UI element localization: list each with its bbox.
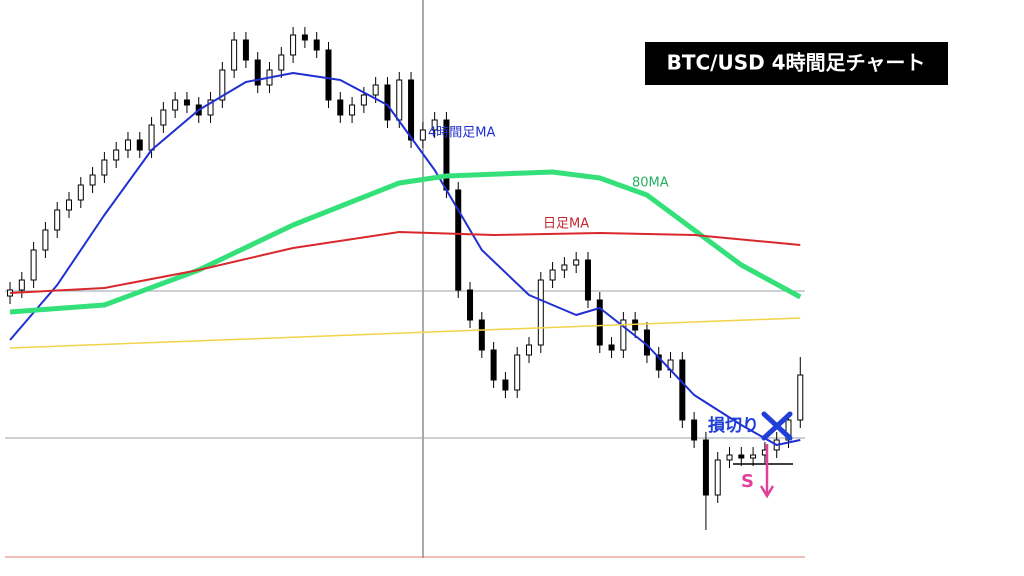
stop-label: 損切り [708, 415, 759, 436]
candle-body [726, 454, 733, 461]
stop-mark [761, 411, 793, 441]
short-arrow [759, 444, 775, 499]
candle-body [702, 439, 709, 496]
candle-body [584, 259, 591, 301]
candle-body [549, 269, 556, 281]
candle-body [54, 209, 61, 231]
line-label: 4時間足MA [428, 126, 495, 141]
candle-body [573, 259, 580, 266]
candle-body [183, 99, 190, 106]
candle-body [537, 279, 544, 346]
candle-body [372, 84, 379, 96]
candle-body [596, 299, 603, 346]
candle-body [337, 99, 344, 116]
candle-body [42, 229, 49, 251]
candle-body [750, 454, 757, 459]
candle-body [242, 39, 249, 61]
candle-body [714, 459, 721, 496]
candle-body [620, 319, 627, 351]
candle-body [207, 99, 214, 116]
candle-body [254, 59, 261, 86]
candle-body [419, 129, 426, 141]
candle-body [455, 189, 462, 291]
candle-body [467, 289, 474, 321]
line-label: 日足MA [543, 217, 589, 232]
candle-body [514, 354, 521, 391]
candle-body [691, 419, 698, 441]
candle-body [785, 419, 792, 441]
candle-body [66, 199, 72, 211]
candle-body [490, 349, 497, 381]
title-box [645, 42, 948, 85]
candle-body [113, 149, 120, 161]
candle-body [231, 39, 238, 71]
candle-body [526, 344, 532, 356]
candle-body [502, 379, 509, 391]
candle-body [136, 139, 143, 151]
candle-body [655, 354, 662, 371]
candle-body [172, 99, 179, 111]
ma-line [9, 72, 801, 446]
candle-body [148, 124, 155, 151]
candle-body [301, 34, 308, 41]
candle-body [478, 319, 485, 351]
candle-body [18, 279, 25, 291]
candle-body [384, 84, 391, 121]
candle-body [160, 109, 167, 126]
candle-body [313, 39, 320, 51]
candle-body [325, 49, 332, 101]
candle-body [679, 359, 686, 421]
candle-body [408, 79, 415, 141]
candle-body [30, 249, 37, 281]
ma-line [9, 317, 801, 349]
candle-body [431, 119, 438, 131]
candle-body [797, 374, 804, 421]
candle-body [290, 34, 297, 56]
candle-body [89, 174, 96, 186]
candle-body [101, 159, 108, 176]
ma-line [9, 231, 801, 294]
line-label: 80MA [632, 176, 669, 191]
candle-body [349, 104, 356, 116]
candle-body [77, 184, 84, 201]
candle-body [608, 344, 615, 351]
candle-body [124, 139, 131, 151]
short-label: S [741, 471, 754, 492]
candle-body [219, 69, 226, 101]
candle-body [278, 54, 285, 71]
candle-body [561, 264, 568, 271]
candle-body [360, 94, 367, 106]
candle-body [738, 454, 745, 459]
candle-body [396, 79, 403, 121]
chart-title: BTC/USD 4時間足チャート [667, 51, 926, 75]
